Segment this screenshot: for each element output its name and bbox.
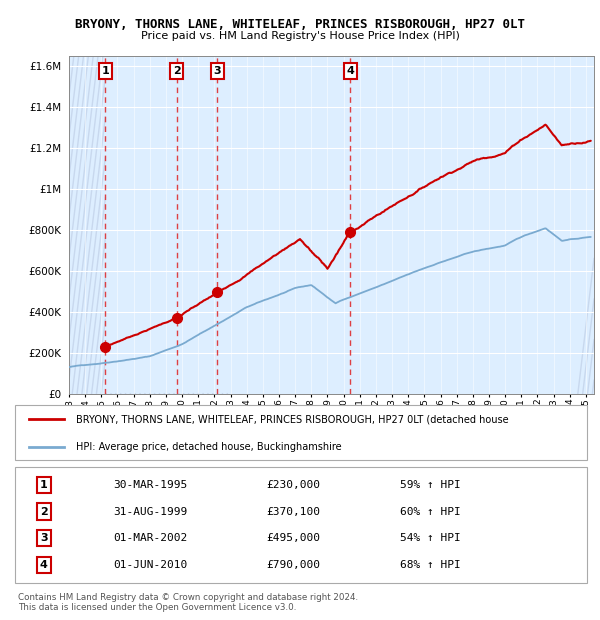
Text: £370,100: £370,100: [267, 507, 321, 516]
Text: 1: 1: [101, 66, 109, 76]
Text: Price paid vs. HM Land Registry's House Price Index (HPI): Price paid vs. HM Land Registry's House …: [140, 31, 460, 41]
Text: 54% ↑ HPI: 54% ↑ HPI: [400, 533, 461, 543]
Text: 30-MAR-1995: 30-MAR-1995: [113, 480, 188, 490]
Text: 60% ↑ HPI: 60% ↑ HPI: [400, 507, 461, 516]
Text: BRYONY, THORNS LANE, WHITELEAF, PRINCES RISBOROUGH, HP27 0LT: BRYONY, THORNS LANE, WHITELEAF, PRINCES …: [75, 19, 525, 31]
Text: 59% ↑ HPI: 59% ↑ HPI: [400, 480, 461, 490]
Text: 3: 3: [40, 533, 47, 543]
FancyBboxPatch shape: [15, 405, 587, 460]
Text: 4: 4: [40, 560, 48, 570]
Text: 1: 1: [40, 480, 48, 490]
Text: 01-MAR-2002: 01-MAR-2002: [113, 533, 188, 543]
Text: £495,000: £495,000: [267, 533, 321, 543]
Text: HPI: Average price, detached house, Buckinghamshire: HPI: Average price, detached house, Buck…: [76, 442, 341, 452]
Text: 4: 4: [346, 66, 355, 76]
Text: BRYONY, THORNS LANE, WHITELEAF, PRINCES RISBOROUGH, HP27 0LT (detached house: BRYONY, THORNS LANE, WHITELEAF, PRINCES …: [76, 415, 508, 425]
FancyBboxPatch shape: [15, 467, 587, 583]
Text: 2: 2: [40, 507, 48, 516]
Text: £790,000: £790,000: [267, 560, 321, 570]
Text: 31-AUG-1999: 31-AUG-1999: [113, 507, 188, 516]
Text: Contains HM Land Registry data © Crown copyright and database right 2024.
This d: Contains HM Land Registry data © Crown c…: [18, 593, 358, 613]
Text: 2: 2: [173, 66, 181, 76]
Text: £230,000: £230,000: [267, 480, 321, 490]
Text: 3: 3: [214, 66, 221, 76]
Text: 01-JUN-2010: 01-JUN-2010: [113, 560, 188, 570]
Text: 68% ↑ HPI: 68% ↑ HPI: [400, 560, 461, 570]
